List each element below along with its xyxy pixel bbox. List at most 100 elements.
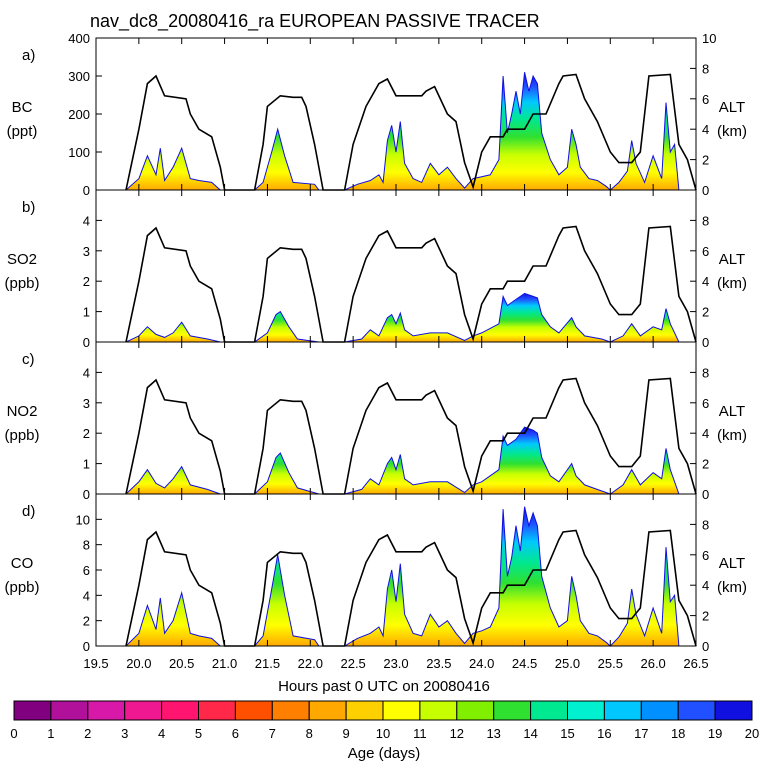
y-tick-label: 0	[83, 335, 90, 350]
alt-tick-label: 8	[702, 517, 709, 532]
right-label-alt: ALT	[719, 555, 745, 572]
colorbar-swatch	[50, 700, 89, 721]
altitude-line-3	[125, 377, 697, 495]
figure-title: nav_dc8_20080416_ra EUROPEAN PASSIVE TRA…	[90, 11, 540, 32]
colorbar-tick-label: 2	[84, 726, 91, 741]
panel-4: 0 2 4 6 8 10 0 2 4 6 8 d) CO (ppb) ALT (km)	[4, 493, 747, 654]
colorbar-tick-label: 18	[671, 726, 685, 741]
tracer-area-1	[124, 72, 680, 191]
x-tick-label: 23.5	[426, 656, 451, 671]
colorbar-tick-label: 6	[232, 726, 239, 741]
colorbar-swatch	[124, 700, 163, 721]
alt-tick-label: 6	[702, 548, 709, 563]
y-tick-label: 6	[83, 563, 90, 578]
alt-tick-label: 6	[702, 92, 709, 107]
panel-1: 0 100 200 300 400 0 2 4 6 8 10 a) BC (ppt) ALT (km)	[7, 31, 747, 198]
y-label-units: (ppb)	[4, 275, 39, 292]
right-label-km: (km)	[717, 123, 747, 140]
colorbar-tick-label: 5	[195, 726, 202, 741]
colorbar-tick-label: 10	[376, 726, 390, 741]
y-tick-label: 2	[83, 274, 90, 289]
alt-tick-label: 4	[702, 578, 709, 593]
x-tick-label: 25.0	[555, 656, 580, 671]
y-tick-label: 1	[83, 305, 90, 320]
right-label-alt: ALT	[719, 99, 745, 116]
x-tick-label: 24.5	[512, 656, 537, 671]
x-tick-label: 26.5	[683, 656, 708, 671]
y-tick-label: 100	[68, 145, 90, 160]
altitude-line-1	[125, 73, 697, 191]
x-tick-label: 25.5	[598, 656, 623, 671]
alt-tick-label: 8	[702, 213, 709, 228]
colorbar-tick-label: 4	[158, 726, 165, 741]
tracer-area-3	[124, 426, 680, 495]
y-label-units: (ppb)	[4, 579, 39, 596]
y-label-species: NO2	[7, 403, 38, 420]
y-tick-label: 300	[68, 69, 90, 84]
colorbar-tick-label: 8	[306, 726, 313, 741]
panel-frame-2	[95, 189, 697, 343]
colorbar-tick-label: 7	[269, 726, 276, 741]
x-tick-label: 23.0	[383, 656, 408, 671]
y-tick-label: 8	[83, 538, 90, 553]
colorbar-tick-label: 20	[745, 726, 759, 741]
right-label-alt: ALT	[719, 403, 745, 420]
y-tick-label: 400	[68, 31, 90, 46]
colorbar-swatch	[382, 700, 421, 721]
alt-tick-label: 4	[702, 122, 709, 137]
colorbar-swatch	[271, 700, 310, 721]
right-label-km: (km)	[717, 427, 747, 444]
alt-tick-label: 8	[702, 365, 709, 380]
alt-tick-label: 6	[702, 244, 709, 259]
colorbar-tick-label: 0	[10, 726, 17, 741]
y-label-units: (ppt)	[7, 123, 38, 140]
y-tick-label: 2	[83, 426, 90, 441]
alt-tick-label: 10	[702, 31, 716, 46]
alt-tick-label: 4	[702, 426, 709, 441]
colorbar-tick-label: 16	[597, 726, 611, 741]
panel-letter-2: b)	[22, 199, 35, 216]
y-tick-label: 4	[83, 365, 90, 380]
y-label-units: (ppb)	[4, 427, 39, 444]
y-tick-label: 4	[83, 213, 90, 228]
y-tick-label: 1	[83, 457, 90, 472]
x-tick-label: 24.0	[469, 656, 494, 671]
colorbar-tick-label: 19	[708, 726, 722, 741]
alt-tick-label: 6	[702, 396, 709, 411]
altitude-line-4	[125, 529, 697, 647]
x-tick-label: 22.5	[340, 656, 365, 671]
colorbar-swatch	[603, 700, 642, 721]
x-axis-label: Hours past 0 UTC on 20080416	[278, 678, 490, 695]
colorbar-label: Age (days)	[348, 745, 421, 762]
x-tick-label: 20.5	[169, 656, 194, 671]
panel-3: 0 1 2 3 4 0 2 4 6 8 c) NO2 (ppb) ALT (km)	[4, 341, 747, 502]
alt-tick-label: 4	[702, 274, 709, 289]
x-tick-label: 19.5	[83, 656, 108, 671]
colorbar-tick-label: 12	[450, 726, 464, 741]
panel-letter-1: a)	[22, 47, 35, 64]
alt-tick-label: 0	[702, 487, 709, 502]
colorbar-swatch	[493, 700, 532, 721]
y-tick-label: 10	[76, 512, 90, 527]
colorbar-swatch	[87, 700, 126, 721]
right-label-alt: ALT	[719, 251, 745, 268]
colorbar-tick-label: 9	[342, 726, 349, 741]
tracer-area-2	[125, 292, 680, 343]
y-tick-label: 2	[83, 614, 90, 629]
altitude-line-2	[125, 225, 697, 343]
colorbar-tick-label: 11	[413, 726, 427, 741]
x-tick-label: 21.0	[212, 656, 237, 671]
colorbar-tick-label: 3	[121, 726, 128, 741]
panel-letter-4: d)	[22, 503, 35, 520]
y-tick-label: 3	[83, 244, 90, 259]
colorbar-swatch	[13, 700, 52, 721]
colorbar-swatch	[345, 700, 384, 721]
y-tick-label: 200	[68, 107, 90, 122]
alt-tick-label: 0	[702, 639, 709, 654]
colorbar-tick-label: 13	[486, 726, 500, 741]
y-label-species: SO2	[7, 251, 37, 268]
y-tick-label: 0	[83, 639, 90, 654]
colorbar-swatch	[234, 700, 273, 721]
alt-tick-label: 0	[702, 335, 709, 350]
